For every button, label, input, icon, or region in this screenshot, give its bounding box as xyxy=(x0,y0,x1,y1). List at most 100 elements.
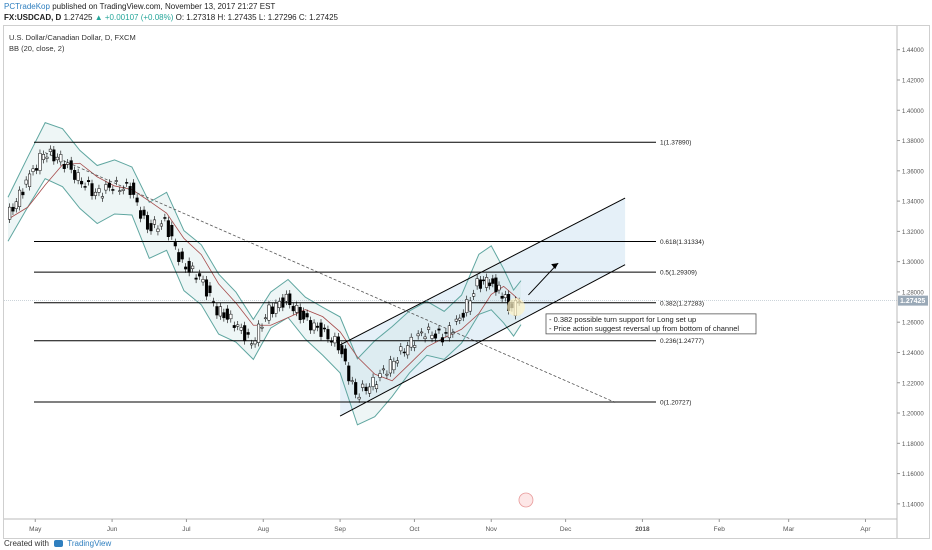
y-tick-label: 1.24000 xyxy=(902,351,924,357)
candle-down xyxy=(21,191,25,196)
candle-up xyxy=(118,190,122,192)
candle-up xyxy=(59,154,63,163)
candle-up xyxy=(284,293,288,302)
candle-up xyxy=(503,294,507,298)
candle-up xyxy=(274,303,278,314)
candle-up xyxy=(45,156,49,159)
chart-frame[interactable]: U.S. Dollar/Canadian Dollar, D, FXCM BB … xyxy=(3,25,930,539)
candle-down xyxy=(52,149,56,162)
low-value: L: 1.27296 xyxy=(258,13,297,22)
candle-up xyxy=(191,265,195,270)
candle-down xyxy=(343,348,347,362)
candle-down xyxy=(180,251,184,260)
candle-up xyxy=(114,180,118,182)
candle-up xyxy=(381,368,386,371)
candle-up xyxy=(93,191,98,196)
candle-up xyxy=(475,278,479,287)
candle-up xyxy=(257,323,261,343)
candle-up xyxy=(427,326,431,330)
candle-up xyxy=(277,301,281,308)
candle-down xyxy=(315,325,320,328)
candle-down xyxy=(170,224,174,237)
symbol-label[interactable]: FX:USDCAD, D xyxy=(4,13,62,22)
close-value: C: 1.27425 xyxy=(298,13,338,22)
x-tick-label: Mar xyxy=(783,526,795,533)
candle-down xyxy=(232,325,236,328)
candle-up xyxy=(333,336,337,344)
candle-up xyxy=(312,322,316,331)
candle-down xyxy=(198,273,202,277)
y-tick-label: 1.44000 xyxy=(902,48,924,54)
bb-band-fill xyxy=(8,122,521,425)
candle-up xyxy=(8,206,12,220)
tradingview-icon xyxy=(54,540,64,547)
candle-up xyxy=(229,313,233,320)
y-tick-label: 1.14000 xyxy=(902,502,924,508)
candle-up xyxy=(454,318,458,322)
candle-down xyxy=(481,279,486,282)
x-tick-label: Feb xyxy=(714,526,726,533)
channel-fill xyxy=(340,198,626,417)
up-arrow-head xyxy=(551,263,559,270)
candle-up xyxy=(420,331,424,334)
up-arrow-line xyxy=(528,262,559,296)
candle-down xyxy=(444,332,448,334)
price-chart[interactable]: U.S. Dollar/Canadian Dollar, D, FXCM BB … xyxy=(4,26,929,538)
candle-down xyxy=(243,325,247,342)
candle-up xyxy=(253,340,257,345)
candle-down xyxy=(86,180,91,182)
x-tick-label: Aug xyxy=(257,526,269,533)
x-tick-label: May xyxy=(29,526,42,533)
candle-up xyxy=(260,326,264,329)
candle-up xyxy=(406,345,410,356)
tradingview-logo-text[interactable]: TradingView xyxy=(67,539,112,548)
candle-down xyxy=(132,182,136,195)
candle-up xyxy=(416,333,420,337)
candle-up xyxy=(18,189,22,207)
y-tick-label: 1.22000 xyxy=(902,381,924,387)
candle-up xyxy=(451,332,455,335)
candle-up xyxy=(100,196,104,199)
candle-down xyxy=(222,312,226,319)
candle-up xyxy=(239,327,243,331)
candle-down xyxy=(494,277,498,293)
y-tick-label: 1.38000 xyxy=(902,139,924,145)
candle-up xyxy=(465,299,469,313)
candle-down xyxy=(319,322,323,337)
candle-up xyxy=(218,306,222,317)
bb-upper-line xyxy=(7,122,522,360)
y-tick-label: 1.20000 xyxy=(902,412,924,418)
candle-up xyxy=(31,168,35,172)
candle-down xyxy=(194,277,198,280)
candle-down xyxy=(270,306,274,315)
candle-down xyxy=(34,168,39,171)
candle-down xyxy=(80,180,84,185)
bb-lower-line xyxy=(7,178,522,426)
x-tick-label: Sep xyxy=(334,526,346,533)
candle-up xyxy=(399,346,403,352)
y-tick-label: 1.18000 xyxy=(902,442,924,448)
fib-level-label: 0.618(1.31334) xyxy=(660,239,704,246)
candle-up xyxy=(236,324,240,327)
candle-up xyxy=(430,335,434,339)
price-change: ▲ +0.00107 (+0.08%) xyxy=(94,13,174,22)
candle-down xyxy=(208,285,212,294)
candle-up xyxy=(374,384,379,389)
candle-down xyxy=(336,336,340,351)
candle-up xyxy=(24,179,28,185)
candle-down xyxy=(211,301,215,303)
candle-up xyxy=(48,148,52,152)
x-tick-label: Nov xyxy=(485,526,497,533)
candle-up xyxy=(350,380,354,382)
candle-down xyxy=(215,306,219,316)
annotation-line-1: - 0.382 possible turn support for Long s… xyxy=(549,315,696,324)
x-tick-label: 2018 xyxy=(635,526,650,533)
y-tick-label: 1.40000 xyxy=(902,109,924,115)
author-link[interactable]: PCTradeKop xyxy=(4,2,50,11)
event-icon xyxy=(518,492,534,508)
candle-down xyxy=(433,333,438,339)
candle-up xyxy=(472,293,476,297)
candle-up xyxy=(485,277,489,288)
candle-up xyxy=(388,359,392,374)
y-tick-label: 1.16000 xyxy=(902,472,924,478)
